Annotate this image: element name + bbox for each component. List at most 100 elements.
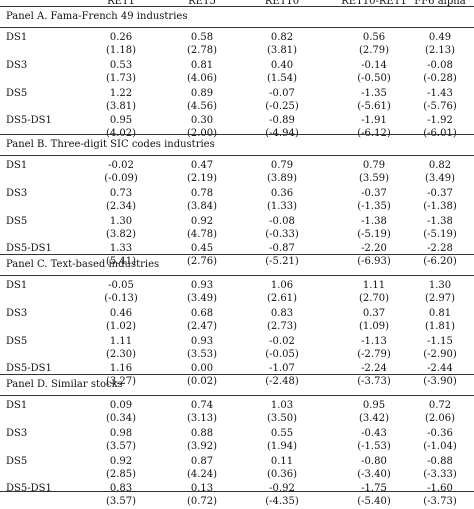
value-cell: -0.07 <box>269 87 295 99</box>
panel-top-rule <box>0 134 474 135</box>
tstat-cell: (-3.33) <box>423 468 457 480</box>
row-label: DS5-DS1 <box>6 483 52 495</box>
value-cell: 1.30 <box>109 215 133 227</box>
value-cell: 0.82 <box>428 160 452 171</box>
tstat-row: (-0.09) (2.19) (3.89) (3.59) (3.49) <box>0 172 474 186</box>
row-label: DS1 <box>6 400 28 411</box>
value-cell: 0.83 <box>109 483 133 495</box>
panel-title: Panel D. Similar stocks <box>6 379 123 390</box>
tstat-cell: (3.50) <box>266 413 298 424</box>
table-row: DS1 0.26 0.58 0.82 0.56 0.49 <box>0 31 474 45</box>
tstat-cell: (4.78) <box>186 228 218 240</box>
column-header: RET10 <box>264 0 300 7</box>
tstat-cell: (4.06) <box>186 72 218 84</box>
value-cell: 0.82 <box>270 32 294 43</box>
tstat-cell: (-3.73) <box>423 496 457 508</box>
row-label: DS3 <box>6 187 28 199</box>
value-cell: -0.37 <box>361 187 387 199</box>
value-cell: -0.89 <box>269 115 295 127</box>
tstat-cell: (-1.53) <box>357 440 391 452</box>
tstat-cell: (-4.35) <box>265 496 299 508</box>
tstat-cell: (-6.12) <box>357 128 391 140</box>
value-cell: 0.09 <box>109 400 133 411</box>
value-cell: 0.93 <box>190 335 214 347</box>
tstat-cell: (1.54) <box>266 72 298 84</box>
tstat-cell: (2.19) <box>186 173 218 184</box>
tstat-cell: (3.59) <box>358 173 390 184</box>
tstat-cell: (2.30) <box>105 348 137 360</box>
tstat-cell: (3.89) <box>266 173 298 184</box>
value-cell: -2.28 <box>427 243 453 255</box>
tstat-cell: (2.70) <box>358 293 390 304</box>
value-cell: 0.55 <box>270 427 294 439</box>
tstat-cell: (-0.13) <box>104 293 138 304</box>
value-cell: 0.11 <box>270 455 294 467</box>
value-cell: -0.36 <box>427 427 453 439</box>
tstat-cell: (-5.19) <box>357 228 391 240</box>
value-cell: 1.22 <box>109 87 133 99</box>
tstat-cell: (-3.73) <box>357 376 391 388</box>
tstat-cell: (3.82) <box>105 228 137 240</box>
tstat-row: (3.57) (0.72) (-4.35) (-5.40) (-3.73) <box>0 495 474 509</box>
value-cell: 1.06 <box>270 280 294 291</box>
panel-title-rule <box>0 27 474 28</box>
tstat-cell: (-0.33) <box>265 228 299 240</box>
tstat-cell: (-5.21) <box>265 256 299 268</box>
table-row: DS3 0.98 0.88 0.55 -0.43 -0.36 <box>0 427 474 441</box>
tstat-cell: (3.13) <box>186 413 218 424</box>
tstat-cell: (-0.25) <box>265 100 299 112</box>
tstat-cell: (2.13) <box>424 45 456 56</box>
value-cell: 0.78 <box>190 187 214 199</box>
value-cell: -0.92 <box>269 483 295 495</box>
tstat-cell: (2.97) <box>424 293 456 304</box>
tstat-cell: (0.02) <box>186 376 218 388</box>
value-cell: -0.02 <box>269 335 295 347</box>
tstat-cell: (-5.61) <box>357 100 391 112</box>
value-cell: 0.81 <box>428 307 452 319</box>
tstat-cell: (3.57) <box>105 496 137 508</box>
tstat-cell: (3.49) <box>186 293 218 304</box>
tstat-cell: (-0.05) <box>265 348 299 360</box>
tstat-cell: (-6.20) <box>423 256 457 268</box>
row-label: DS3 <box>6 427 28 439</box>
value-cell: -2.44 <box>427 363 453 375</box>
value-cell: 0.88 <box>190 427 214 439</box>
tstat-cell: (3.57) <box>105 440 137 452</box>
tstat-row: (5.41) (2.76) (-5.21) (-6.93) (-6.20) <box>0 255 474 269</box>
value-cell: 0.40 <box>270 59 294 71</box>
table-row: DS1 0.09 0.74 1.03 0.95 0.72 <box>0 399 474 413</box>
value-cell: -1.38 <box>361 215 387 227</box>
panel-title: Panel A. Fama-French 49 industries <box>6 11 188 22</box>
value-cell: -1.13 <box>361 335 387 347</box>
value-cell: -1.07 <box>269 363 295 375</box>
row-label: DS1 <box>6 160 28 171</box>
tstat-cell: (-3.40) <box>357 468 391 480</box>
tstat-cell: (-5.76) <box>423 100 457 112</box>
value-cell: 0.92 <box>109 455 133 467</box>
table-row: DS5 1.30 0.92 -0.08 -1.38 -1.38 <box>0 215 474 229</box>
value-cell: -1.91 <box>361 115 387 127</box>
value-cell: -0.88 <box>427 455 453 467</box>
row-label: DS5-DS1 <box>6 115 52 127</box>
tstat-cell: (2.73) <box>266 320 298 332</box>
value-cell: 0.36 <box>270 187 294 199</box>
tstat-cell: (0.34) <box>105 413 137 424</box>
value-cell: 1.33 <box>109 243 133 255</box>
table-row: DS5-DS1 0.83 0.13 -0.92 -1.75 -1.60 <box>0 482 474 496</box>
tstat-row: (2.30) (3.53) (-0.05) (-2.79) (-2.90) <box>0 348 474 362</box>
tstat-cell: (-1.35) <box>357 200 391 212</box>
column-header: FF6 alpha <box>414 0 466 7</box>
value-cell: 0.89 <box>190 87 214 99</box>
value-cell: 0.47 <box>190 160 214 171</box>
column-header: RET5 <box>188 0 216 7</box>
tstat-row: (2.85) (4.24) (0.36) (-3.40) (-3.33) <box>0 468 474 482</box>
table-row: DS5 0.92 0.87 0.11 -0.80 -0.88 <box>0 455 474 469</box>
table-row: DS3 0.73 0.78 0.36 -0.37 -0.37 <box>0 187 474 201</box>
tstat-cell: (-6.93) <box>357 256 391 268</box>
value-cell: -0.05 <box>108 280 134 291</box>
value-cell: -0.08 <box>269 215 295 227</box>
panel-title-rule <box>0 275 474 276</box>
value-cell: 0.74 <box>190 400 214 411</box>
tstat-row: (3.27) (0.02) (-2.48) (-3.73) (-3.90) <box>0 375 474 389</box>
panel-top-rule <box>0 254 474 255</box>
